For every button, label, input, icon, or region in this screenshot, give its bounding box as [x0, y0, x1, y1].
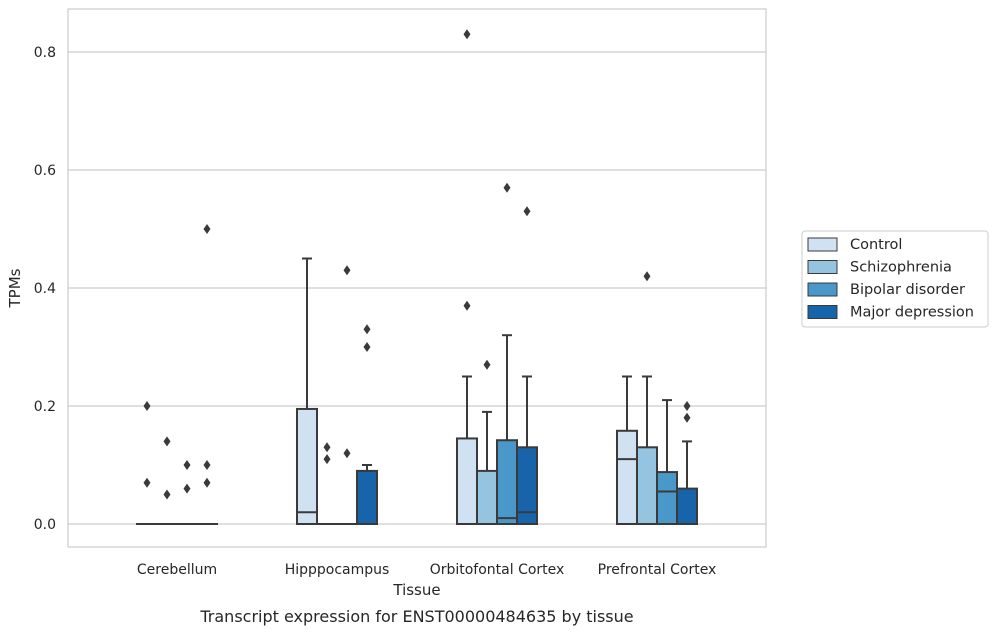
outlier-point	[323, 454, 331, 465]
box	[676, 487, 698, 526]
y-tick-label: 0.4	[34, 281, 56, 297]
chart-caption: Transcript expression for ENST0000048463…	[199, 607, 633, 626]
legend-label: Bipolar disorder	[850, 282, 965, 298]
plot-frame	[67, 8, 767, 548]
box	[616, 429, 638, 525]
outlier-point	[323, 442, 331, 453]
legend-label: Control	[850, 237, 902, 253]
box	[356, 469, 378, 525]
box	[656, 471, 678, 525]
box-bipolar-disorder	[656, 399, 678, 525]
box-bipolar-disorder	[336, 265, 358, 526]
box-control	[136, 401, 158, 526]
box	[456, 437, 478, 526]
boxes	[136, 29, 698, 526]
y-tick-label: 0.8	[34, 45, 56, 61]
outlier-point	[203, 460, 211, 470]
legend-swatch	[807, 305, 838, 319]
outlier-point	[463, 29, 471, 40]
outlier-point	[683, 412, 691, 423]
box	[496, 439, 518, 525]
outlier-point	[183, 460, 191, 470]
outlier-point	[343, 265, 351, 276]
outlier-point	[163, 436, 171, 447]
y-tick-label: 0.0	[34, 517, 56, 533]
box-schizophrenia	[156, 436, 178, 526]
outlier-point	[183, 483, 191, 494]
outlier-point	[343, 448, 351, 459]
box-control	[616, 375, 638, 525]
box	[516, 446, 538, 525]
y-axis-label: TPMs	[6, 268, 24, 308]
gridlines	[68, 51, 766, 525]
box-major-depression	[516, 206, 538, 525]
box	[636, 446, 658, 525]
box-bipolar-disorder	[496, 182, 518, 525]
outlier-point	[163, 489, 171, 500]
outlier-point	[683, 401, 691, 411]
legend-label: Major depression	[850, 305, 974, 321]
box-major-depression	[356, 324, 378, 525]
outlier-point	[463, 300, 471, 311]
x-tick-label: Orbitofontal Cortex	[430, 562, 565, 578]
legend-swatch	[807, 282, 838, 297]
outlier-point	[203, 477, 211, 488]
y-tick-label: 0.2	[34, 399, 56, 415]
box-major-depression	[196, 224, 218, 526]
outlier-point	[363, 324, 371, 335]
legend: Control Schizophrenia Bipolar disorder Majo…	[801, 230, 989, 328]
box-control	[456, 29, 478, 526]
outlier-point	[143, 401, 151, 411]
outlier-point	[203, 224, 211, 234]
x-tick-label: Prefrontal Cortex	[598, 562, 717, 578]
box-schizophrenia	[316, 442, 338, 526]
legend-label: Schizophrenia	[850, 260, 952, 276]
y-ticks: 0.0 0.2 0.4 0.6 0.8	[34, 45, 56, 533]
x-tick-label: Hipppocampus	[285, 562, 390, 578]
box-bipolar-disorder	[176, 460, 198, 526]
x-tick-label: Cerebellum	[137, 562, 217, 578]
x-ticks: Cerebellum Hipppocampus Orbitofontal Corte…	[137, 562, 716, 578]
box	[476, 469, 498, 525]
box-major-depression	[676, 401, 698, 526]
box	[296, 407, 318, 526]
y-tick-label: 0.6	[34, 163, 56, 179]
outlier-point	[483, 359, 491, 370]
box-schizophrenia	[476, 359, 498, 525]
legend-swatch	[807, 260, 838, 274]
legend-swatch	[807, 237, 838, 252]
legend-frame	[801, 230, 989, 328]
outlier-point	[503, 182, 511, 193]
outlier-point	[523, 206, 531, 217]
outlier-point	[143, 477, 151, 488]
x-axis-label: Tissue	[392, 581, 440, 599]
outlier-point	[363, 342, 371, 352]
box-schizophrenia	[636, 271, 658, 525]
outlier-point	[643, 271, 651, 282]
box-control	[296, 257, 318, 526]
